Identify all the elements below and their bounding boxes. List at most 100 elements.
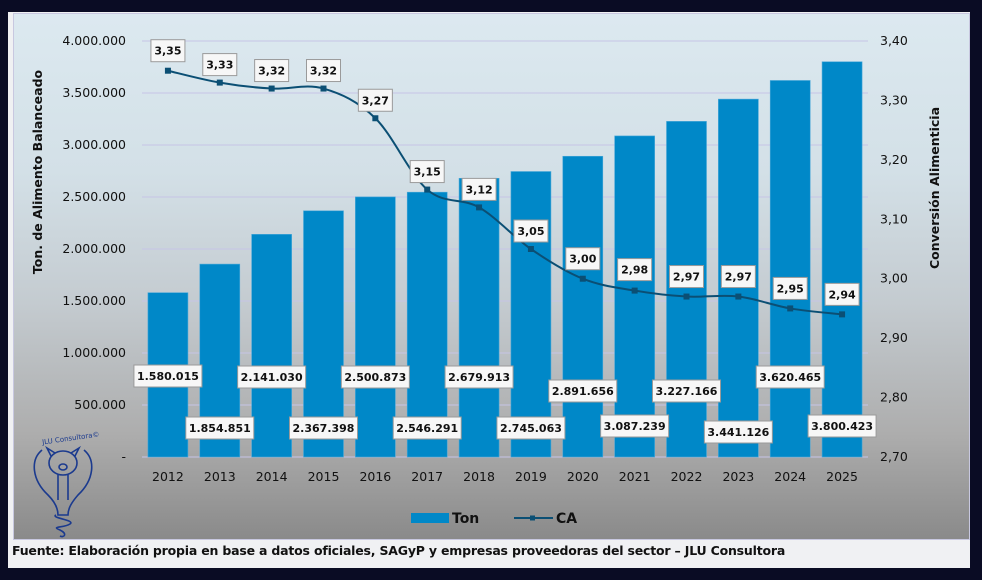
bar-ton-2014 [251, 234, 292, 458]
bar-label-2017: 2.546.291 [392, 416, 462, 440]
line-label-2012: 3,35 [150, 39, 186, 63]
svg-text:3.087.239: 3.087.239 [604, 420, 666, 433]
bar-ton-2015 [303, 210, 344, 458]
line-label-2017: 3,15 [409, 160, 445, 184]
line-label-2016: 3,27 [357, 88, 393, 112]
y2-tick-label: 2,70 [880, 449, 908, 464]
svg-text:3,32: 3,32 [310, 65, 337, 78]
bulb-outline-icon [33, 449, 93, 516]
svg-text:3,12: 3,12 [466, 183, 493, 196]
bar-label-2025: 3.800.423 [807, 414, 877, 438]
legend-label-ca: CA [556, 511, 577, 527]
ca-line [164, 67, 846, 318]
bar-ton-2022 [666, 121, 707, 458]
svg-text:3.441.126: 3.441.126 [707, 426, 769, 439]
bar-ton-2021 [614, 135, 655, 458]
svg-text:1.854.851: 1.854.851 [189, 422, 251, 435]
svg-text:3.620.465: 3.620.465 [759, 371, 821, 384]
y-tick-label: - [121, 449, 126, 464]
ca-point-2015 [320, 85, 327, 92]
y-tick-label: 2.500.000 [62, 189, 126, 204]
bar-label-2019: 2.745.063 [496, 416, 566, 440]
bar-label-2018: 2.679.913 [444, 365, 514, 389]
line-label-2018: 3,12 [461, 177, 497, 201]
x-tick-label: 2025 [826, 469, 858, 484]
x-tick-label: 2023 [722, 469, 754, 484]
bar-label-2023: 3.441.126 [703, 420, 773, 444]
svg-text:2.745.063: 2.745.063 [500, 422, 562, 435]
svg-text:2,94: 2,94 [829, 288, 856, 301]
legend-label-ton: Ton [452, 511, 479, 527]
svg-text:1.580.015: 1.580.015 [137, 370, 199, 383]
bar-ton-2020 [562, 155, 604, 458]
y-tick-label: 3.500.000 [62, 85, 126, 100]
bar-label-2014: 2.141.030 [237, 365, 307, 389]
svg-text:2.546.291: 2.546.291 [396, 422, 458, 435]
line-label-2025: 2,94 [824, 282, 860, 306]
svg-text:2.141.030: 2.141.030 [241, 371, 303, 384]
ca-point-2012 [164, 67, 171, 74]
x-tick-label: 2021 [619, 469, 651, 484]
x-tick-label: 2024 [774, 469, 806, 484]
svg-text:2,97: 2,97 [725, 271, 752, 284]
x-tick-label: 2017 [411, 469, 443, 484]
bar-label-2012: 1.580.015 [133, 364, 203, 388]
ca-point-2013 [216, 79, 223, 86]
ca-point-2024 [787, 305, 794, 312]
x-tick-label: 2013 [204, 469, 236, 484]
y2-tick-label: 2,90 [880, 330, 908, 345]
y-tick-label: 4.000.000 [62, 33, 126, 48]
legend-marker-ca [530, 515, 535, 521]
ca-point-2023 [735, 293, 742, 300]
bar-label-2016: 2.500.873 [340, 365, 410, 389]
x-tick-label: 2012 [152, 469, 184, 484]
bar-label-2024: 3.620.465 [755, 365, 825, 389]
y2-tick-label: 3,30 [880, 92, 908, 107]
bar-ton-2018 [458, 177, 500, 458]
ca-point-2021 [631, 287, 638, 294]
svg-text:2,97: 2,97 [673, 271, 700, 284]
logo-text: JLU Consultora© [41, 431, 100, 447]
svg-text:2,98: 2,98 [621, 264, 648, 277]
bar-ton-2025 [821, 61, 863, 458]
line-label-2022: 2,97 [669, 265, 704, 289]
svg-text:2.891.656: 2.891.656 [552, 385, 614, 398]
svg-text:3,27: 3,27 [362, 94, 389, 107]
bar-label-2013: 1.854.851 [185, 416, 255, 440]
ca-point-2020 [579, 275, 586, 282]
svg-text:3,05: 3,05 [517, 225, 544, 238]
ca-point-2025 [839, 311, 846, 318]
x-tick-label: 2022 [671, 469, 703, 484]
svg-text:2.500.873: 2.500.873 [344, 371, 406, 384]
y2-tick-label: 3,40 [880, 33, 908, 48]
source-note: Fuente: Elaboración propia en base a dat… [12, 543, 786, 558]
ca-point-2014 [268, 85, 275, 92]
ca-point-2019 [527, 246, 534, 252]
bar-labels: 1.580.015 1.854.851 2.141.030 2.367.398 2.50… [133, 364, 877, 444]
bar-ton-2019 [510, 171, 552, 458]
x-tick-label: 2020 [567, 469, 599, 484]
line-label-2014: 3,32 [254, 59, 290, 83]
line-label-2023: 2,97 [720, 265, 756, 289]
line-label-2021: 2,98 [617, 258, 653, 282]
ca-point-2022 [683, 293, 690, 300]
svg-text:3,33: 3,33 [206, 59, 233, 72]
svg-text:3.227.166: 3.227.166 [656, 385, 718, 398]
legend-swatch-ton [411, 513, 449, 523]
jlu-logo: JLU Consultora© [33, 431, 100, 538]
line-label-2024: 2,95 [772, 276, 808, 300]
bar-label-2015: 2.367.398 [289, 416, 358, 440]
ca-point-2017 [424, 186, 431, 193]
line-label-2015: 3,32 [306, 59, 341, 83]
svg-text:2.679.913: 2.679.913 [448, 371, 510, 384]
bar-ton-2016 [355, 196, 396, 458]
line-label-2019: 3,05 [513, 219, 549, 243]
svg-text:2,95: 2,95 [777, 282, 804, 295]
y2-tick-label: 3,10 [880, 211, 908, 226]
y-tick-label: 3.000.000 [62, 137, 126, 152]
line-labels: 3,35 3,33 3,32 3,32 3,27 3,15 3,12 3,05 3,00 2,98… [150, 39, 860, 306]
line-label-2020: 3,00 [565, 247, 601, 271]
y2-tick-label: 2,80 [880, 390, 908, 405]
y-tick-label: 500.000 [74, 397, 126, 412]
